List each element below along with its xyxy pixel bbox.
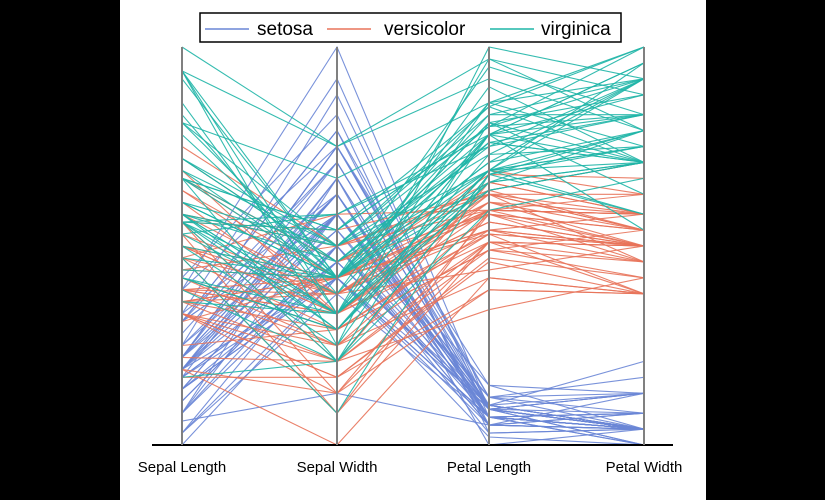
setosa-line <box>181 276 645 446</box>
virginica-line <box>181 46 645 179</box>
virginica-line <box>181 134 645 295</box>
axis-labels: Sepal Length Sepal Width Petal Length Petal… <box>138 459 683 476</box>
virginica-line <box>181 133 645 347</box>
virginica-line <box>181 58 645 315</box>
virginica-line <box>181 46 645 148</box>
axis-label: Petal Width <box>606 459 683 476</box>
versicolor-line <box>181 241 645 363</box>
setosa-line <box>181 177 645 446</box>
virginica-line <box>181 161 645 279</box>
legend-label: setosa <box>257 19 313 40</box>
versicolor-line <box>181 289 645 394</box>
virginica-line <box>181 106 645 247</box>
versicolor-line <box>181 249 645 363</box>
axes <box>152 47 673 446</box>
chart-canvas: Sepal Length Sepal Width Petal Length Petal… <box>120 0 706 500</box>
setosa-line <box>181 193 645 406</box>
virginica-line <box>181 141 645 263</box>
legend-label: virginica <box>541 19 611 40</box>
virginica-line <box>181 161 645 279</box>
legend-box <box>199 12 622 43</box>
versicolor-line <box>181 209 645 323</box>
setosa-line <box>181 277 645 418</box>
series-virginica <box>181 46 645 415</box>
data-lines <box>181 45 645 446</box>
parallel-coordinates-chart: Sepal Length Sepal Width Petal Length Petal… <box>138 12 683 476</box>
setosa-line <box>181 145 645 430</box>
virginica-line <box>181 161 645 279</box>
versicolor-line <box>181 261 645 378</box>
virginica-line <box>181 173 645 415</box>
versicolor-line <box>181 277 645 362</box>
versicolor-line <box>181 277 645 347</box>
virginica-line <box>181 70 645 279</box>
virginica-line <box>181 130 645 315</box>
virginica-line <box>181 145 645 363</box>
virginica-line <box>181 58 645 148</box>
virginica-line <box>181 145 645 331</box>
virginica-line <box>181 78 645 235</box>
virginica-line <box>181 78 645 263</box>
versicolor-line <box>181 189 645 279</box>
axis-label: Petal Length <box>447 459 531 476</box>
virginica-line <box>181 46 645 231</box>
versicolor-line <box>181 233 645 315</box>
axis-label: Sepal Length <box>138 459 226 476</box>
axis-label: Sepal Width <box>297 459 378 476</box>
versicolor-line <box>181 229 645 291</box>
virginica-line <box>181 62 645 263</box>
versicolor-line <box>181 193 645 259</box>
legend: setosa versicolor virginica <box>199 12 622 43</box>
legend-label: versicolor <box>384 19 466 40</box>
virginica-line <box>181 130 645 279</box>
